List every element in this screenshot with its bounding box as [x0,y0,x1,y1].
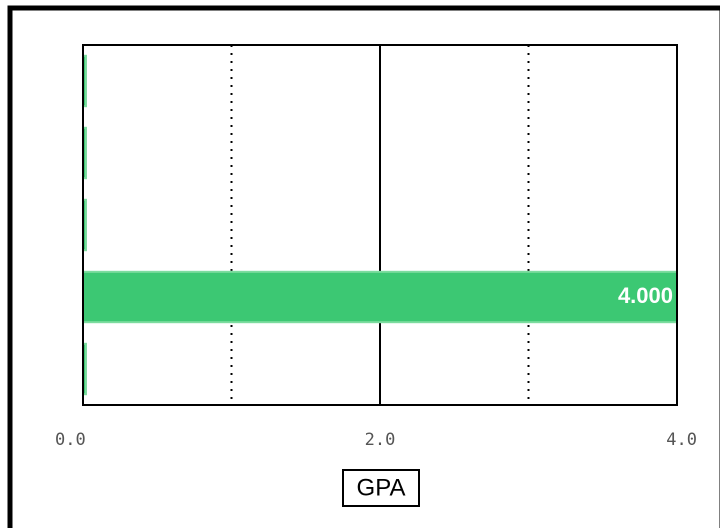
x-label-box [342,469,420,507]
x-tick-label: 0.0 [55,430,86,450]
value-label: 4.000 [618,283,673,308]
x-tick-label: 2.0 [365,430,396,450]
bar [82,270,678,324]
x-tick-label: 4.0 [666,430,697,450]
x-axis-label: GPA [357,474,406,501]
plot-border [82,44,678,406]
